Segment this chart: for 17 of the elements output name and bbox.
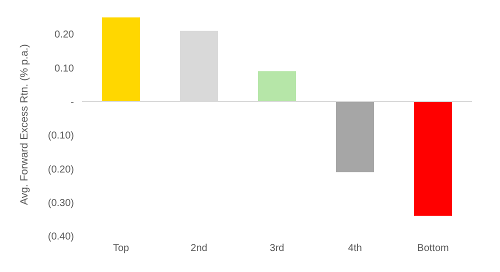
x-tick-label: Top [112,243,130,254]
y-tick-label: (0.10) [48,130,74,142]
bar [336,101,374,172]
y-tick-label: (0.30) [48,198,74,209]
bar [414,101,452,216]
x-tick-label: 4th [348,243,362,254]
x-tick-label: 2nd [190,243,208,254]
y-tick-label: 0.20 [54,30,74,41]
bar [258,71,296,102]
y-axis-title: Avg. Forward Excess Rtn. (% p.a.) [18,44,31,205]
y-tick-label: (0.40) [48,232,74,243]
x-tick-label: 3rd [270,243,284,254]
x-tick-label: Bottom [417,243,449,254]
y-tick-label: 0.10 [54,63,74,74]
y-tick-label: (0.20) [48,164,74,176]
y-tick-label: - [70,97,74,108]
bar [102,17,140,102]
